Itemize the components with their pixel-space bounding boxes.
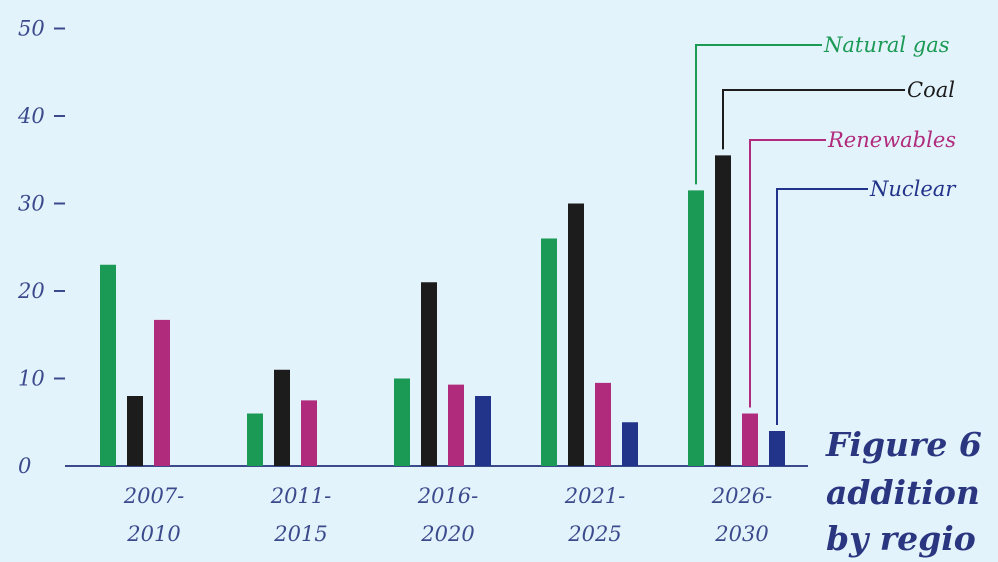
- y-tick-label: 20: [17, 279, 45, 303]
- bar-natural-gas: [247, 413, 263, 466]
- x-category-label: 2015: [273, 522, 327, 546]
- figure-caption-line: Figure 6: [825, 425, 982, 464]
- legend-leader-line: [776, 188, 868, 425]
- x-category-label: 2030: [714, 522, 768, 546]
- figure-caption: Figure 6 addition by regio: [825, 425, 982, 558]
- x-category-label: 2010: [126, 522, 180, 546]
- legend-leader-line: [749, 139, 826, 408]
- x-category-label: 2025: [567, 522, 621, 546]
- bar-nuclear: [769, 431, 785, 466]
- bar-coal: [127, 396, 143, 466]
- x-category-label: 2020: [420, 522, 474, 546]
- bar-renewables: [595, 382, 611, 466]
- bar-nuclear: [475, 396, 491, 466]
- y-axis: 0 10 20 30 40 50: [17, 17, 65, 478]
- legend-leader-line: [722, 89, 905, 150]
- x-category-label: 2026-: [711, 484, 773, 508]
- bar-renewables: [742, 413, 758, 466]
- x-category-label: 2021-: [564, 484, 626, 508]
- legend-label: Renewables: [827, 128, 956, 152]
- bar-nuclear: [622, 422, 638, 466]
- bars: [100, 155, 785, 466]
- legend-label: Coal: [907, 78, 955, 102]
- bar-coal: [274, 369, 290, 466]
- y-tick-label: 10: [18, 367, 45, 391]
- bar-natural-gas: [394, 378, 410, 466]
- legend-label: Natural gas: [823, 33, 950, 57]
- x-category-label: 2007-: [123, 484, 185, 508]
- bar-coal: [568, 203, 584, 466]
- legend-label: Nuclear: [869, 177, 957, 201]
- y-tick-label: 40: [17, 104, 45, 128]
- x-axis-labels: 2007- 2010 2011- 2015 2016- 2020 2021- 2025 2026…: [123, 484, 773, 546]
- x-category-label: 2016-: [417, 484, 479, 508]
- y-tick-label: 30: [18, 192, 45, 216]
- legend: Natural gas Coal Renewables Nuclear: [695, 33, 957, 425]
- legend-leader-line: [695, 44, 822, 185]
- y-tick-label: 50: [18, 17, 45, 41]
- bar-coal: [421, 282, 437, 466]
- bar-renewables: [154, 319, 170, 466]
- bar-renewables: [301, 400, 317, 466]
- bar-coal: [715, 155, 731, 466]
- bar-natural-gas: [100, 264, 116, 466]
- bar-natural-gas: [541, 238, 557, 466]
- y-tick-label: 0: [18, 454, 31, 478]
- x-category-label: 2011-: [270, 484, 332, 508]
- figure-caption-line: addition: [826, 473, 980, 512]
- bar-natural-gas: [688, 190, 704, 466]
- bar-renewables: [448, 384, 464, 466]
- figure-caption-line: by regio: [826, 519, 976, 558]
